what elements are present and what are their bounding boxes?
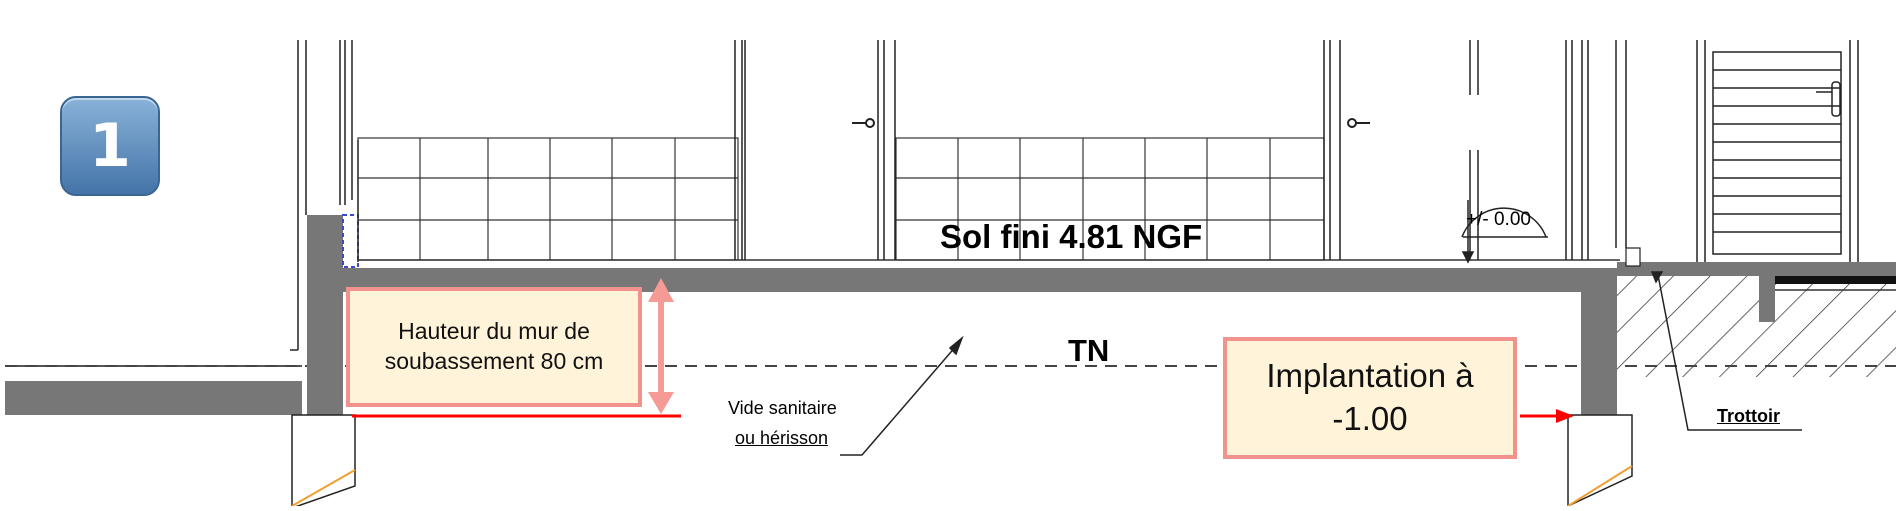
crawl-space-label: Vide sanitaire bbox=[728, 398, 837, 418]
leader-lines bbox=[840, 271, 1802, 456]
implantation-arrow bbox=[1520, 409, 1574, 423]
wall-height-arrow bbox=[648, 278, 674, 414]
exterior-slab-left bbox=[5, 381, 302, 415]
door-handle-icons bbox=[852, 118, 1370, 128]
exterior-door bbox=[1696, 40, 1859, 262]
implantation-text-1: Implantation à bbox=[1266, 357, 1474, 395]
step-number-badge: 1 bbox=[60, 96, 160, 196]
right-footing bbox=[1567, 414, 1633, 508]
level-mark-label: +/- 0.00 bbox=[1466, 209, 1531, 230]
floor-level-label: Sol fini 4.81 NGF bbox=[940, 218, 1203, 255]
natural-ground-label: TN bbox=[1068, 333, 1110, 368]
wall-height-callout: Hauteur du mur de soubassement 80 cm bbox=[346, 287, 642, 407]
wall-height-text: Hauteur du mur de soubassement 80 cm bbox=[384, 318, 604, 374]
crawl-space-label-2: ou hérisson bbox=[735, 428, 829, 448]
implantation-text-2: -1.00 bbox=[1332, 400, 1408, 437]
sidewalk-label: Trottoir bbox=[1717, 406, 1780, 426]
left-foundation-wall bbox=[307, 215, 343, 415]
left-footing bbox=[291, 414, 356, 510]
door-frames bbox=[734, 40, 1627, 260]
right-foundation-wall bbox=[1581, 268, 1617, 415]
left-tile-wall bbox=[357, 137, 739, 261]
exterior-slab-right bbox=[1617, 262, 1896, 276]
insulation bbox=[342, 214, 359, 268]
level-mark-icon bbox=[1461, 200, 1548, 264]
implantation-callout: Implantation à -1.00 bbox=[1223, 337, 1517, 459]
